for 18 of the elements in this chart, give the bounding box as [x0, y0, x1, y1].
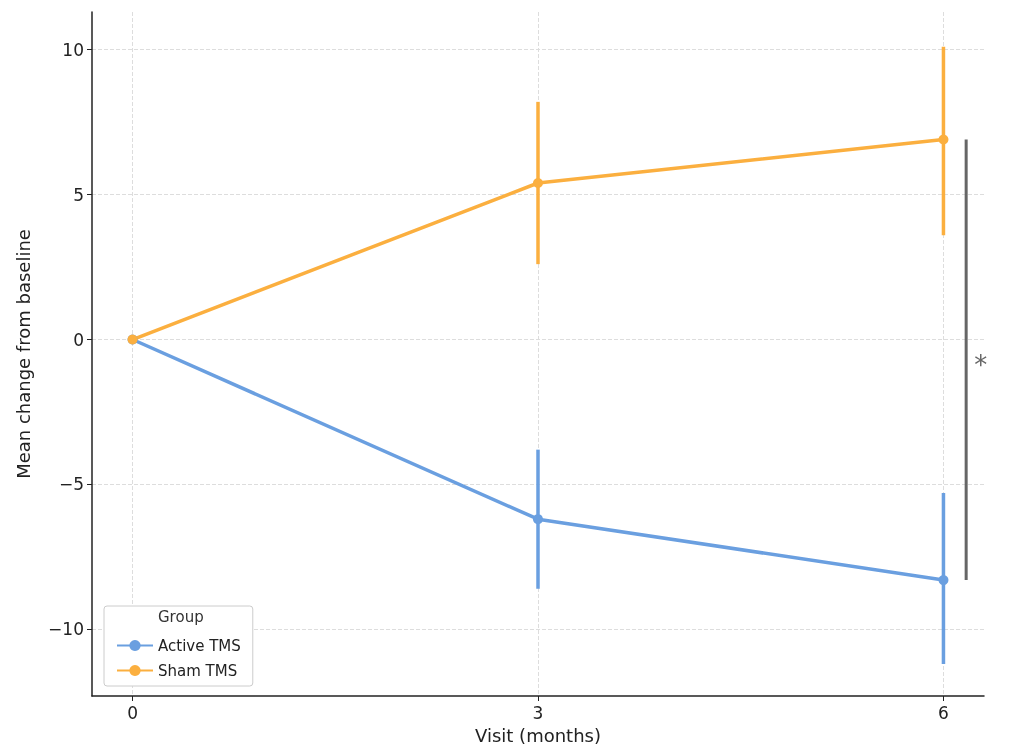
x-axis-title: Visit (months) — [475, 724, 601, 746]
legend-title: Group — [158, 607, 204, 626]
x-tick-label: 0 — [127, 702, 138, 723]
point — [533, 514, 543, 525]
point — [938, 134, 949, 145]
x-tick-label: 6 — [938, 702, 949, 723]
y-tick-label: 10 — [62, 39, 84, 60]
y-axis-title: Mean change from baseline — [12, 229, 34, 479]
legend-label: Active TMS — [158, 636, 241, 655]
annotation: * — [974, 349, 988, 380]
y-tick-label: 0 — [73, 329, 84, 350]
y-tick-label: −10 — [48, 619, 84, 640]
point — [938, 575, 949, 586]
y-tick-label: 5 — [73, 184, 84, 205]
y-tick-label: −5 — [58, 474, 84, 495]
x-tick-label: 3 — [532, 702, 544, 723]
legend-label: Sham TMS — [158, 661, 238, 680]
point — [533, 178, 543, 188]
